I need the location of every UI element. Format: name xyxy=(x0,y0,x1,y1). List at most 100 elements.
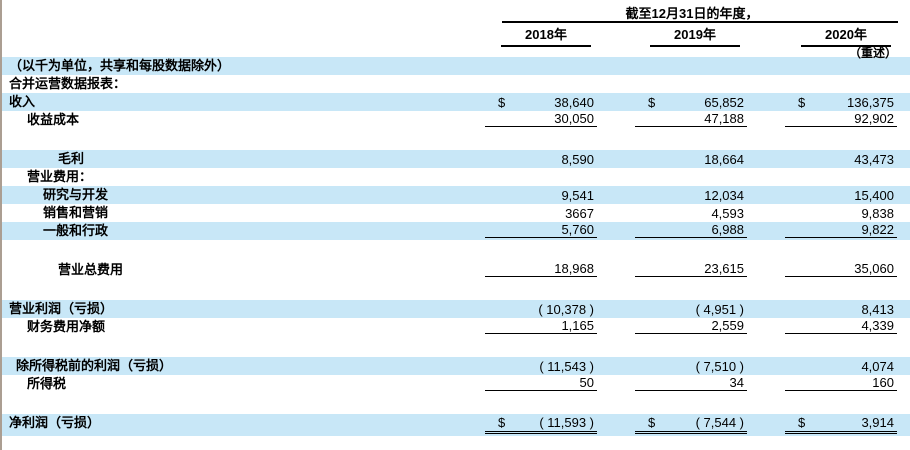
value-cell: 18,664 xyxy=(635,150,747,168)
value-cell xyxy=(635,168,747,186)
value-text: 34 xyxy=(729,375,744,390)
value-cell: ( 10,378 ) xyxy=(485,300,597,318)
value-text: 4,074 xyxy=(861,358,894,374)
table-row: 财务费用净额 1,165 2,559 4,339 xyxy=(2,318,910,336)
table-row: 一般和行政 5,760 6,988 9,822 xyxy=(2,222,910,240)
value-text: 23,615 xyxy=(704,261,744,276)
dollar-sign: $ xyxy=(798,94,806,110)
section-title: 合并运营数据报表： xyxy=(9,76,127,91)
table-row: 营业总费用 18,968 23,615 35,060 xyxy=(2,261,910,279)
value-text: 18,968 xyxy=(554,261,594,276)
units-note-row: （以千为单位，共享和每股数据除外） xyxy=(2,57,910,75)
value-cell: 9,838 xyxy=(785,204,897,222)
value-text: 92,902 xyxy=(854,111,894,126)
value-text: 47,188 xyxy=(704,111,744,126)
value-cell: ( 4,951 ) xyxy=(635,300,747,318)
spacer-row xyxy=(2,336,910,357)
row-label: 除所得税前的利润（亏损） xyxy=(16,358,173,373)
table-row: 研究与开发 9,541 12,034 15,400 xyxy=(2,186,910,204)
table-row: 营业费用： xyxy=(2,168,910,186)
value-cell: $3,914 xyxy=(785,414,897,436)
row-label: 毛利 xyxy=(58,151,85,166)
dollar-sign: $ xyxy=(648,94,656,110)
value-text: 4,339 xyxy=(861,318,894,333)
value-text: 160 xyxy=(872,375,894,390)
value-cell: 35,060 xyxy=(785,261,897,279)
value-cell: 50 xyxy=(485,375,597,393)
page-left-border xyxy=(0,0,2,450)
value-text: ( 7,544 ) xyxy=(695,415,744,430)
units-note: （以千为单位，共享和每股数据除外） xyxy=(9,58,231,73)
value-text: 12,034 xyxy=(704,187,744,203)
value-cell: 6,988 xyxy=(635,222,747,240)
dollar-sign: $ xyxy=(498,94,506,110)
value-text: 9,541 xyxy=(561,187,594,203)
restated-note: （重述） xyxy=(848,46,897,60)
value-text: ( 11,593 ) xyxy=(539,415,594,430)
value-text: ( 4,951 ) xyxy=(695,301,744,317)
value-text: 43,473 xyxy=(854,151,894,167)
value-cell: 18,968 xyxy=(485,261,597,279)
section-title-row: 合并运营数据报表： xyxy=(2,75,910,93)
value-text: ( 11,543 ) xyxy=(539,358,594,374)
table-row: 收入 $38,640 $65,852 $136,375 xyxy=(2,93,910,111)
value-cell: 1,165 xyxy=(485,318,597,336)
value-cell: $ ( 11,593 ) xyxy=(485,414,597,436)
spacer-row xyxy=(2,279,910,300)
table-row: 净利润（亏损） $ ( 11,593 ) $ ( 7,544 ) $3,914 xyxy=(2,414,910,436)
row-label: 一般和行政 xyxy=(43,223,109,238)
value-text: ( 7,510 ) xyxy=(695,358,744,374)
value-text: 38,640 xyxy=(554,94,594,110)
value-text: ( 10,378 ) xyxy=(538,301,594,317)
table-header: 截至12月31日的年度， 2018年 2019年 2020年 （重述） xyxy=(2,0,910,60)
value-text: 30,050 xyxy=(554,111,594,126)
row-label: 营业利润（亏损） xyxy=(9,301,114,316)
table-body: 收入 $38,640 $65,852 $136,375 收益成本 30,050 47,188… xyxy=(2,93,910,436)
value-text: 9,838 xyxy=(861,205,894,221)
year-header-2019: 2019年 xyxy=(650,24,740,47)
value-text: 9,822 xyxy=(861,222,894,237)
value-cell: 160 xyxy=(785,375,897,393)
spacer-row xyxy=(2,129,910,150)
spacer-row xyxy=(2,393,910,414)
period-underline xyxy=(502,21,898,23)
value-text: 5,760 xyxy=(561,222,594,237)
value-cell: $136,375 xyxy=(785,93,897,111)
value-cell: ( 7,510 ) xyxy=(635,357,747,375)
row-label: 销售和营销 xyxy=(43,205,109,220)
value-cell: 43,473 xyxy=(785,150,897,168)
value-text: 2,559 xyxy=(711,318,744,333)
value-cell: 30,050 xyxy=(485,111,597,129)
dollar-sign: $ xyxy=(648,415,656,430)
value-cell xyxy=(785,168,897,186)
value-cell: ( 11,543 ) xyxy=(485,357,597,375)
value-cell: 9,822 xyxy=(785,222,897,240)
value-cell: 34 xyxy=(635,375,747,393)
row-label: 营业总费用 xyxy=(58,262,124,277)
value-text: 8,590 xyxy=(561,151,594,167)
row-label: 财务费用净额 xyxy=(27,319,106,334)
value-cell: 4,074 xyxy=(785,357,897,375)
value-cell: 8,413 xyxy=(785,300,897,318)
value-cell: 9,541 xyxy=(485,186,597,204)
value-cell: 4,339 xyxy=(785,318,897,336)
value-text: 1,165 xyxy=(561,318,594,333)
row-label: 净利润（亏损） xyxy=(9,415,101,430)
value-text: 3,914 xyxy=(861,415,894,430)
value-cell: 47,188 xyxy=(635,111,747,129)
value-cell: 12,034 xyxy=(635,186,747,204)
table-row: 毛利 8,590 18,664 43,473 xyxy=(2,150,910,168)
year-header-2020: 2020年 xyxy=(801,24,891,47)
value-text: 50 xyxy=(579,375,594,390)
row-label: 营业费用： xyxy=(27,169,93,184)
value-cell: 15,400 xyxy=(785,186,897,204)
year-header-2018: 2018年 xyxy=(501,24,591,47)
value-cell xyxy=(485,168,597,186)
value-text: 35,060 xyxy=(854,261,894,276)
value-text: 6,988 xyxy=(711,222,744,237)
table-row: 所得税 50 34 160 xyxy=(2,375,910,393)
value-cell: 92,902 xyxy=(785,111,897,129)
dollar-sign: $ xyxy=(498,415,506,430)
table-row: 收益成本 30,050 47,188 92,902 xyxy=(2,111,910,129)
